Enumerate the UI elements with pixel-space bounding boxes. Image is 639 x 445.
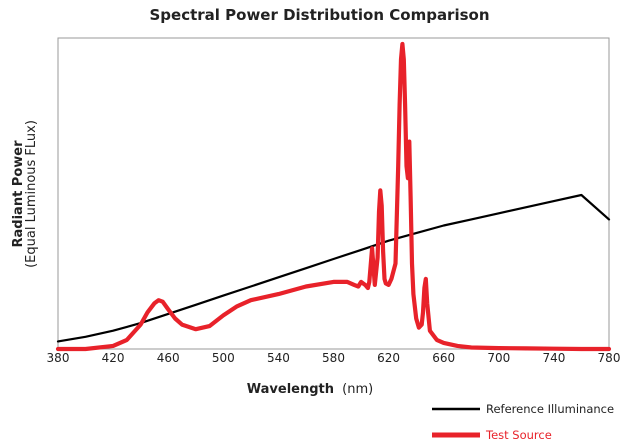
x-tick-label: 460 <box>157 351 180 365</box>
legend-label: Reference Illuminance <box>486 402 614 416</box>
x-tick-label: 780 <box>598 351 621 365</box>
series-line-test-source <box>55 41 612 352</box>
series-line-reference-illuminance <box>56 193 611 343</box>
x-axis-label-main: Wavelength <box>247 382 334 397</box>
x-tick-label: 580 <box>322 351 345 365</box>
x-tick-label: 740 <box>542 351 565 365</box>
x-tick-label: 660 <box>432 351 455 365</box>
x-axis-label-unit: (nm) <box>342 382 373 397</box>
x-tick-label: 540 <box>267 351 290 365</box>
plot-frame <box>57 37 610 350</box>
chart-title: Spectral Power Distribution Comparison <box>149 6 490 24</box>
x-tick-label: 500 <box>212 351 235 365</box>
x-tick-label: 700 <box>487 351 510 365</box>
y-axis-sublabel: (Equal Luminous FLux) <box>24 120 39 268</box>
legend-label: Test Source <box>485 428 552 442</box>
x-tick-label: 420 <box>102 351 125 365</box>
y-axis-label: Radiant Power <box>11 140 26 248</box>
x-axis-label: Wavelength (nm) <box>247 382 373 397</box>
x-tick-label: 620 <box>377 351 400 365</box>
x-tick-label: 380 <box>47 351 70 365</box>
